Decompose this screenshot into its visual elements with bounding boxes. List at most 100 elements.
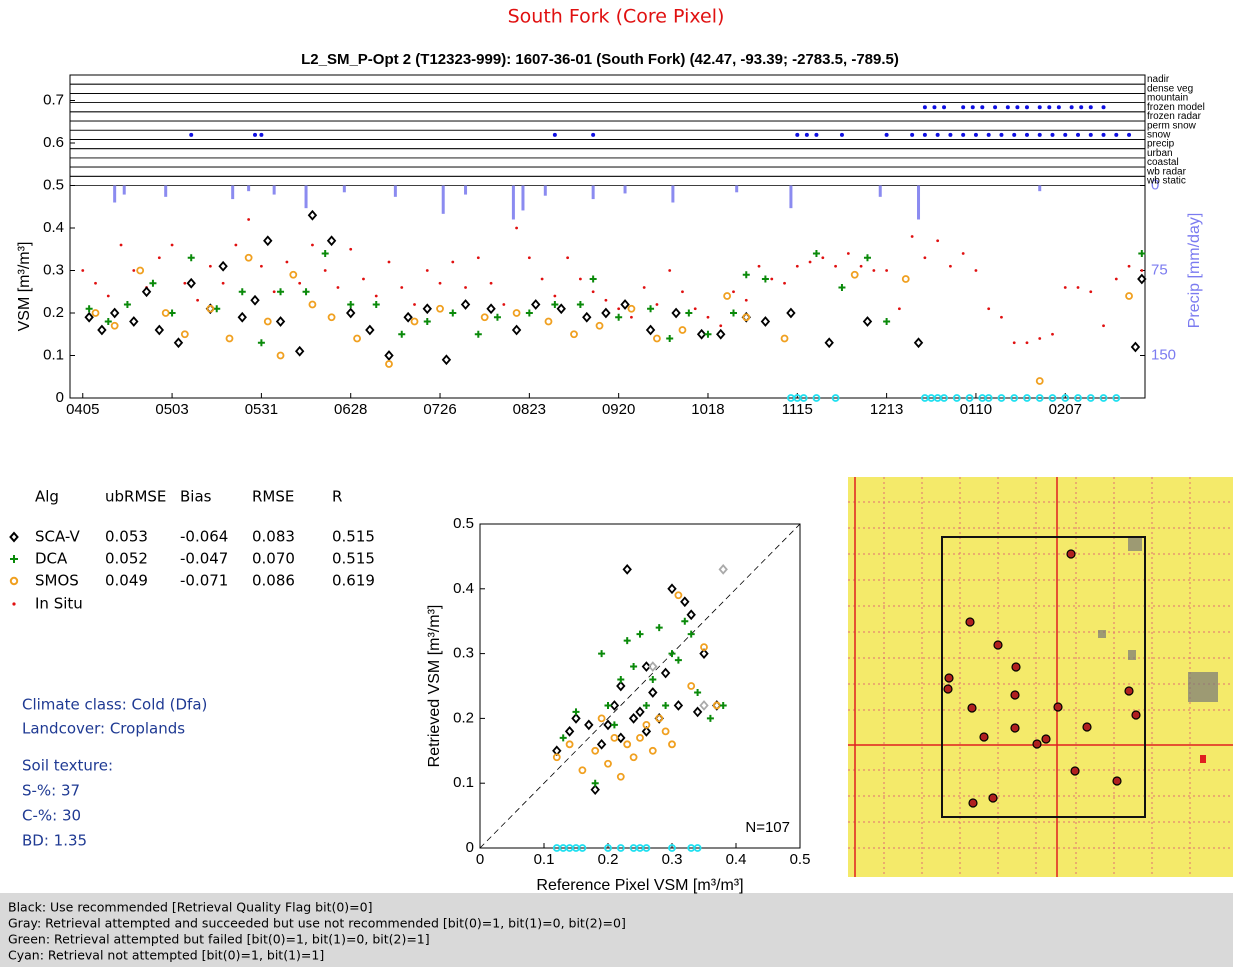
legend-symbol xyxy=(11,578,17,584)
stats-header: R xyxy=(332,488,342,506)
page: { "page_title": "South Fork (Core Pixel)… xyxy=(0,0,1233,967)
point xyxy=(286,261,289,264)
precip-bar xyxy=(592,186,595,200)
precip-bar xyxy=(247,186,250,192)
x-tick-label: 0.4 xyxy=(726,851,747,868)
flag-dot xyxy=(1038,133,1042,137)
flag-dot xyxy=(1102,133,1106,137)
point xyxy=(298,282,301,285)
precip-bar xyxy=(305,186,308,209)
stats-cell: 0.052 xyxy=(105,550,148,568)
point xyxy=(311,244,314,247)
y-tick-label: 0.1 xyxy=(453,774,474,791)
x-tick-label: 0503 xyxy=(155,401,188,418)
flag-dot xyxy=(1089,133,1093,137)
flag-dot xyxy=(923,133,927,137)
y-tick-label: 0.2 xyxy=(453,709,474,726)
precip-bar xyxy=(1038,186,1041,192)
point xyxy=(579,278,582,281)
plot-area xyxy=(70,75,1145,398)
point xyxy=(770,278,773,281)
y-tick-label: 0.4 xyxy=(43,219,64,236)
precip-bar xyxy=(464,186,467,195)
flag-dot xyxy=(1114,133,1118,137)
x-tick-label: 1018 xyxy=(691,401,724,418)
point xyxy=(375,295,378,298)
point xyxy=(260,265,263,268)
footer-line: Black: Use recommended [Retrieval Qualit… xyxy=(8,900,373,915)
precip-bar xyxy=(544,186,547,196)
point xyxy=(490,282,493,285)
legend-symbol xyxy=(11,533,18,541)
point xyxy=(975,269,978,272)
flag-dot xyxy=(1012,133,1016,137)
site-info: Landcover: Croplands xyxy=(22,720,185,738)
flag-dot xyxy=(814,133,818,137)
point xyxy=(273,290,276,293)
x-tick-label: 0823 xyxy=(513,401,546,418)
point xyxy=(617,307,620,310)
flag-dot xyxy=(942,105,946,109)
flag-dot xyxy=(923,105,927,109)
stats-cell: 0.070 xyxy=(252,550,295,568)
stats-header: ubRMSE xyxy=(105,488,166,506)
point xyxy=(451,261,454,264)
flag-dot xyxy=(910,133,914,137)
precip-bar xyxy=(113,186,116,203)
flag-dot xyxy=(1127,133,1131,137)
point xyxy=(400,286,403,289)
x-tick-label: 0 xyxy=(476,851,484,868)
y-tick-label: 0.7 xyxy=(43,91,64,108)
point xyxy=(719,324,722,327)
flag-dot xyxy=(1050,133,1054,137)
flag-dot xyxy=(1089,105,1093,109)
stats-cell: In Situ xyxy=(35,595,83,613)
figure: South Fork (Core Pixel) L2_SM_P-Opt 2 (T… xyxy=(0,0,1233,967)
stats-cell: 0.083 xyxy=(252,528,295,546)
flag-dot xyxy=(1076,133,1080,137)
point xyxy=(949,265,952,268)
flag-dot xyxy=(971,105,975,109)
x-tick-label: 0110 xyxy=(960,401,992,418)
y-tick-label: 0.3 xyxy=(43,261,64,278)
chart-title: L2_SM_P-Opt 2 (T12323-999): 1607-36-01 (… xyxy=(301,51,899,68)
x-tick-label: 0531 xyxy=(245,401,278,418)
y-tick-label: 0.3 xyxy=(453,645,474,662)
point xyxy=(923,256,926,259)
point xyxy=(732,290,735,293)
point xyxy=(694,307,697,310)
flag-dot xyxy=(253,133,257,137)
point xyxy=(834,265,837,268)
legend-symbol xyxy=(12,602,15,605)
flag-dot xyxy=(948,133,952,137)
flag-dot xyxy=(795,133,799,137)
y2-tick-label: 150 xyxy=(1151,346,1176,363)
point xyxy=(885,269,888,272)
point xyxy=(758,265,761,268)
y-axis-label: VSM [m³/m³] xyxy=(16,242,33,332)
point xyxy=(81,269,84,272)
legend-symbol xyxy=(10,555,18,563)
flag-dot xyxy=(1070,105,1074,109)
point xyxy=(349,248,352,251)
point xyxy=(196,299,199,302)
flag-dot xyxy=(993,105,997,109)
stats-cell: 0.515 xyxy=(332,528,375,546)
point xyxy=(1051,333,1054,336)
point xyxy=(872,269,875,272)
x-tick-label: 0628 xyxy=(334,401,367,418)
plot-area xyxy=(480,524,800,848)
point xyxy=(821,256,824,259)
flag-dot xyxy=(1047,105,1051,109)
point xyxy=(1013,341,1016,344)
point xyxy=(783,282,786,285)
point xyxy=(860,265,863,268)
stats-cell: 0.619 xyxy=(332,572,375,590)
site-info: BD: 1.35 xyxy=(22,832,87,850)
stats-cell: -0.047 xyxy=(180,550,228,568)
precip-bar xyxy=(521,186,524,211)
precip-bar xyxy=(231,186,234,200)
x-tick-label: 0.1 xyxy=(534,851,555,868)
point xyxy=(528,256,531,259)
flag-dot xyxy=(1015,105,1019,109)
